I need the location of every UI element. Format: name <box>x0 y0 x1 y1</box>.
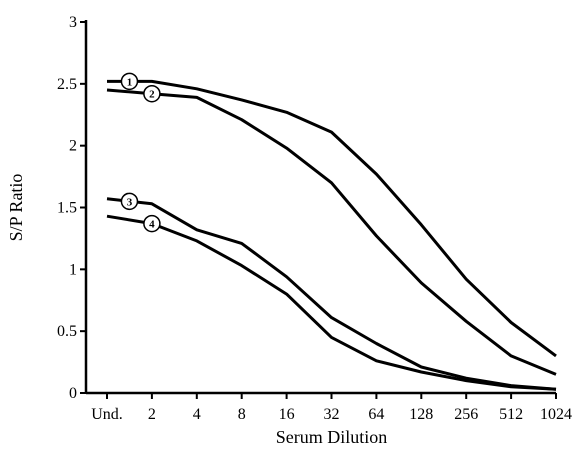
marker-circle <box>143 214 161 233</box>
y-tick-label: 1.5 <box>57 200 77 217</box>
marker-label: 2 <box>149 89 155 101</box>
x-axis-title: Serum Dilution <box>276 427 388 447</box>
y-axis-title: S/P Ratio <box>6 174 26 242</box>
x-tick-label: 32 <box>324 406 340 423</box>
x-tick-label: Und. <box>91 406 123 423</box>
series-marker-4: 4 <box>143 214 161 233</box>
marker-circle <box>143 84 161 103</box>
marker-layer: 1 2 3 4 <box>120 72 161 233</box>
series-line-4 <box>106 214 557 391</box>
marker-label: 3 <box>127 196 133 208</box>
y-tick-label: 0.5 <box>57 323 77 340</box>
series-marker-1: 1 <box>120 72 139 91</box>
y-ticks: 0 0.5 1 1.5 2 2.5 3 <box>57 14 86 402</box>
series-line-3 <box>106 197 557 391</box>
x-tick-label: 2 <box>148 406 156 423</box>
y-tick-label: 2 <box>69 138 77 155</box>
marker-label: 4 <box>149 219 155 231</box>
marker-circle <box>120 72 139 91</box>
series-marker-2: 2 <box>143 84 161 103</box>
marker-circle <box>120 192 139 211</box>
series-line-1 <box>107 79 557 358</box>
x-tick-label: 128 <box>409 406 433 423</box>
x-tick-label: 1024 <box>540 406 572 423</box>
x-tick-label: 256 <box>454 406 478 423</box>
x-tick-label: 512 <box>499 406 523 423</box>
series-line-2 <box>106 88 557 376</box>
y-tick-label: 0 <box>69 385 77 402</box>
x-tick-label: 8 <box>238 406 246 423</box>
y-tick-label: 1 <box>69 261 77 278</box>
series-marker-3: 3 <box>120 192 139 211</box>
series-layer <box>106 79 557 391</box>
x-tick-label: 16 <box>279 406 295 423</box>
x-tick-label: 64 <box>368 406 384 423</box>
y-tick-label: 2.5 <box>57 76 77 93</box>
y-tick-label: 3 <box>69 14 77 31</box>
marker-label: 1 <box>127 76 133 88</box>
x-ticks: Und. 2 4 8 16 32 64 128 256 512 1024 <box>91 393 572 423</box>
x-tick-label: 4 <box>193 406 201 423</box>
